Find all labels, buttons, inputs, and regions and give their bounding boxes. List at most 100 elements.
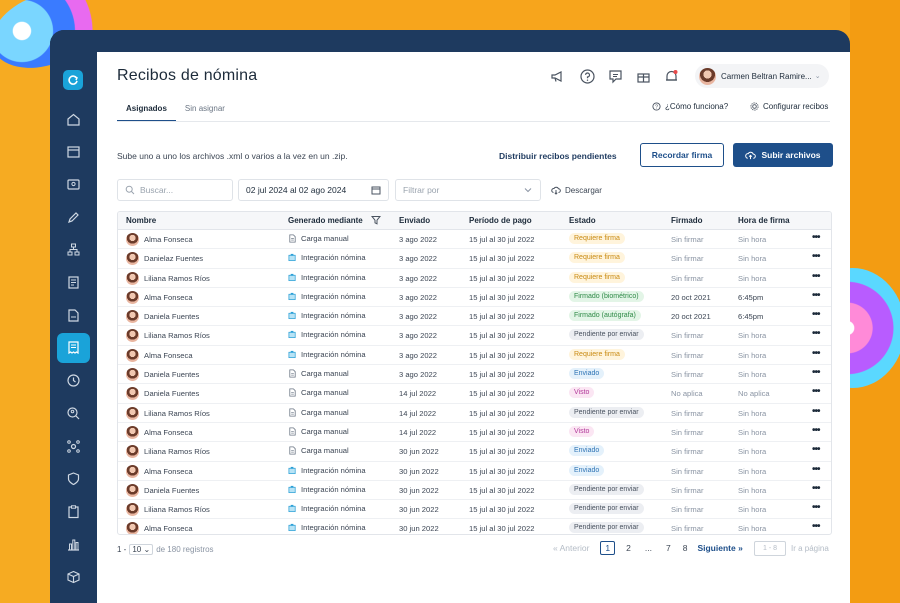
table-row[interactable]: Liliana Ramos Ríos Integración nómina 30 j… (118, 500, 831, 520)
date-range-picker[interactable]: 02 jul 2024 al 02 ago 2024 (238, 179, 389, 201)
sidebar-item-bar-chart[interactable] (57, 529, 90, 559)
sidebar-item-receipt[interactable] (57, 332, 90, 363)
table-row[interactable]: Alma Fonseca Integración nómina 3 ago 2022… (118, 288, 831, 308)
more-options-icon[interactable]: ••• (812, 367, 820, 379)
avatar (126, 522, 139, 534)
page-2[interactable]: 2 (626, 543, 631, 553)
employee-cell: Alma Fonseca (126, 464, 193, 478)
table-row[interactable]: Alma Fonseca Carga manual 3 ago 2022 15 jul… (118, 230, 831, 250)
sidebar-item-clock[interactable] (57, 366, 90, 396)
table-row[interactable]: Daniela Fuentes Carga manual 14 jul 2022 15… (118, 384, 831, 404)
generated-value: Carga manual (301, 234, 349, 243)
more-options-icon[interactable]: ••• (812, 309, 820, 321)
per-page-select[interactable]: 10 ⌄ (129, 544, 154, 555)
org-chart-icon (67, 243, 80, 256)
download-button[interactable]: Descargar (551, 185, 602, 195)
main-panel: Recibos de nómina Carmen Beltran Ramire.… (97, 52, 850, 603)
filter-icon[interactable] (370, 215, 382, 227)
status-cell: Enviado (569, 464, 605, 476)
table-row[interactable]: Liliana Ramos Ríos Integración nómina 3 ag… (118, 269, 831, 288)
page-7[interactable]: 7 (665, 543, 671, 553)
refresh-logo-icon[interactable] (63, 70, 83, 90)
sent-date: 14 jul 2022 (399, 408, 437, 418)
sidebar-item-document-list[interactable] (57, 268, 90, 298)
sign-time: Sin hora (738, 505, 767, 515)
distribute-pending-button[interactable]: Distribuir recibos pendientes (499, 151, 617, 161)
table-row[interactable]: Daniela Fuentes Carga manual 3 ago 2022 15 … (118, 365, 831, 385)
generated-value: Carga manual (301, 369, 349, 379)
more-options-icon[interactable]: ••• (812, 232, 820, 243)
page-1[interactable]: 1 (600, 541, 616, 555)
generated-value: Carga manual (301, 426, 349, 436)
sidebar-item-shield[interactable] (57, 464, 90, 494)
more-options-icon[interactable]: ••• (812, 463, 820, 475)
more-options-icon[interactable]: ••• (812, 444, 820, 456)
more-options-icon[interactable]: ••• (812, 424, 820, 436)
more-options-icon[interactable]: ••• (812, 347, 820, 359)
more-options-icon[interactable]: ••• (812, 251, 820, 263)
sidebar-item-org-chart[interactable] (57, 235, 90, 265)
table-row[interactable]: Alma Fonseca Integración nómina 3 ago 2022… (118, 346, 831, 366)
chat-icon[interactable] (607, 68, 624, 85)
sidebar-item-clipboard[interactable] (57, 496, 90, 526)
tab-divider (117, 121, 830, 122)
upload-files-button[interactable]: Subir archivos (733, 143, 833, 167)
file-icon (289, 388, 296, 397)
col-header-sign-time[interactable]: Hora de firma (738, 216, 790, 225)
configure-link[interactable]: Configurar recibos (750, 102, 828, 111)
network-icon (67, 439, 80, 453)
col-header-name[interactable]: Nombre (126, 216, 157, 225)
table-row[interactable]: Daniela Fuentes Integración nómina 3 ago 2… (118, 307, 831, 327)
table-row[interactable]: Liliana Ramos Ríos Carga manual 30 jun 202… (118, 442, 831, 462)
goto-page-input[interactable]: 1 - 8 (754, 541, 786, 556)
search-person-icon (67, 407, 80, 420)
next-page-button[interactable]: Siguiente » (692, 541, 747, 555)
table-row[interactable]: Alma Fonseca Integración nómina 30 jun 202… (118, 462, 831, 481)
sidebar-item-calendar[interactable] (57, 137, 90, 167)
filter-select[interactable]: Filtrar por (395, 179, 541, 201)
page-8[interactable]: 8 (682, 543, 688, 553)
search-input[interactable]: Buscar... (117, 179, 233, 201)
signed-date: Sin firmar (671, 331, 704, 341)
sidebar-item-network[interactable] (57, 431, 90, 461)
col-header-generated[interactable]: Generado mediante (288, 216, 363, 225)
help-icon[interactable] (579, 68, 596, 85)
bell-icon[interactable] (663, 68, 680, 85)
col-header-sent[interactable]: Enviado (399, 216, 431, 225)
col-header-signed[interactable]: Firmado (671, 216, 703, 225)
prev-page-button[interactable]: « Anterior (548, 541, 594, 555)
sidebar-item-search-person[interactable] (57, 398, 90, 428)
status-cell: Pendiente por enviar (569, 503, 644, 515)
more-options-icon[interactable]: ••• (812, 270, 820, 282)
more-options-icon[interactable]: ••• (812, 386, 820, 398)
more-options-icon[interactable]: ••• (812, 405, 820, 417)
col-header-period[interactable]: Período de pago (469, 216, 532, 225)
tab-asignados[interactable]: Asignados (117, 100, 176, 122)
table-row[interactable]: Alma Fonseca Integración nómina 30 jun 202… (118, 519, 831, 534)
table-header: Nombre Generado mediante Enviado Período… (118, 212, 831, 230)
table-row[interactable]: Liliana Ramos Ríos Carga manual 14 jul 202… (118, 404, 831, 423)
user-menu[interactable]: Carmen Beltran Ramire... ⌄ (695, 64, 829, 88)
col-header-status[interactable]: Estado (569, 216, 596, 225)
how-it-works-link[interactable]: ? ¿Cómo funciona? (652, 102, 728, 111)
more-options-icon[interactable]: ••• (812, 482, 820, 494)
table-row[interactable]: Liliana Ramos Ríos Integración nómina 3 ag… (118, 326, 831, 346)
table-row[interactable]: Daniela Fuentes Integración nómina 30 jun … (118, 481, 831, 501)
sidebar-item-document[interactable] (57, 300, 90, 330)
more-options-icon[interactable]: ••• (812, 289, 820, 301)
sidebar-item-pen[interactable] (57, 202, 90, 232)
sidebar-item-id-card[interactable] (57, 169, 90, 199)
table-row[interactable]: Danielaz Fuentes Integración nómina 3 ago … (118, 249, 831, 269)
remind-signature-button[interactable]: Recordar firma (640, 143, 724, 167)
more-options-icon[interactable]: ••• (812, 502, 820, 514)
tab-sin-asignar[interactable]: Sin asignar (184, 104, 225, 113)
more-options-icon[interactable]: ••• (812, 521, 820, 533)
sidebar-item-box[interactable] (57, 562, 90, 592)
employee-cell: Alma Fonseca (126, 233, 193, 246)
megaphone-icon[interactable] (549, 68, 566, 85)
sidebar-item-home[interactable] (57, 104, 90, 134)
table-row[interactable]: Alma Fonseca Carga manual 14 jul 2022 15 ju… (118, 423, 831, 443)
more-options-icon[interactable]: ••• (812, 328, 820, 340)
pay-period: 15 jul al 30 jul 2022 (469, 350, 535, 360)
gift-icon[interactable] (635, 68, 652, 85)
